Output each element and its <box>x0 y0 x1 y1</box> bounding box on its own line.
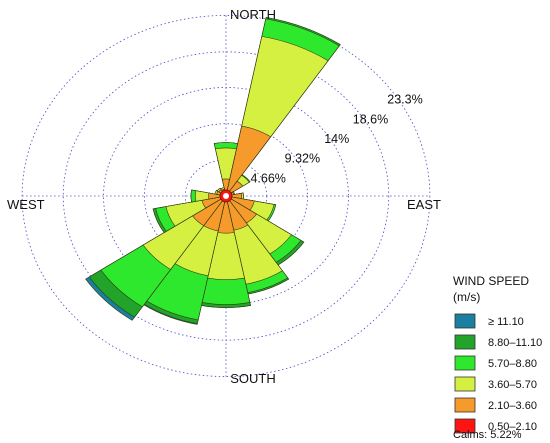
legend-label-1: ≥ 11.10 <box>488 316 524 328</box>
ring-labels: 4.66%9.32% 14% 18.6% 23.3% <box>250 93 422 186</box>
direction-label-west: WEST <box>7 197 45 212</box>
sector-n <box>213 142 239 197</box>
sector-w-band-2 <box>208 192 227 200</box>
sector-ese <box>225 195 277 222</box>
wind-petals <box>85 17 341 325</box>
legend-title: WIND SPEED <box>453 274 529 288</box>
legend-swatch-5 <box>454 397 476 413</box>
sector-sw <box>85 195 227 321</box>
legend-swatch-1 <box>454 313 476 329</box>
legend-label-5: 2.10–3.60 <box>488 400 537 412</box>
legend-swatch-6 <box>454 418 476 434</box>
sector-sse <box>225 195 290 295</box>
sector-ne <box>225 174 251 197</box>
ring-label-1: 4.66% <box>250 171 285 185</box>
sector-w <box>190 189 227 203</box>
legend-swatch-2 <box>454 334 476 350</box>
legend-swatch-3 <box>454 355 476 371</box>
legend-label-2: 8.80–11.10 <box>488 337 542 349</box>
legend: WIND SPEED (m/s) ≥ 11.10 8.80–11.10 5.70–8… <box>453 274 542 441</box>
legend-units: (m/s) <box>453 290 480 304</box>
calms-label: Calms: 5.22% <box>453 429 522 441</box>
sector-nne-band-2 <box>225 125 272 197</box>
calm-hub-center <box>223 193 229 199</box>
ring-label-4: 18.6% <box>353 112 388 126</box>
ring-label-3: 14% <box>324 132 349 146</box>
legend-label-6: 0.50–2.10 <box>488 421 537 433</box>
direction-label-east: EAST <box>407 197 441 212</box>
legend-items: ≥ 11.10 8.80–11.10 5.70–8.80 3.60–5.70 2.10–… <box>454 313 542 434</box>
ring-label-5: 23.3% <box>387 93 422 107</box>
sector-wsw <box>152 195 227 233</box>
sector-s <box>201 195 251 308</box>
legend-swatch-4 <box>454 376 476 392</box>
legend-label-3: 5.70–8.80 <box>488 358 537 370</box>
legend-label-4: 3.60–5.70 <box>488 379 537 391</box>
grid-ring-5 <box>21 15 431 377</box>
direction-label-south: SOUTH <box>230 371 276 386</box>
sector-nne <box>225 17 341 197</box>
sector-e <box>225 192 244 200</box>
ring-label-2: 9.32% <box>285 152 320 166</box>
direction-label-north: NORTH <box>230 7 276 22</box>
